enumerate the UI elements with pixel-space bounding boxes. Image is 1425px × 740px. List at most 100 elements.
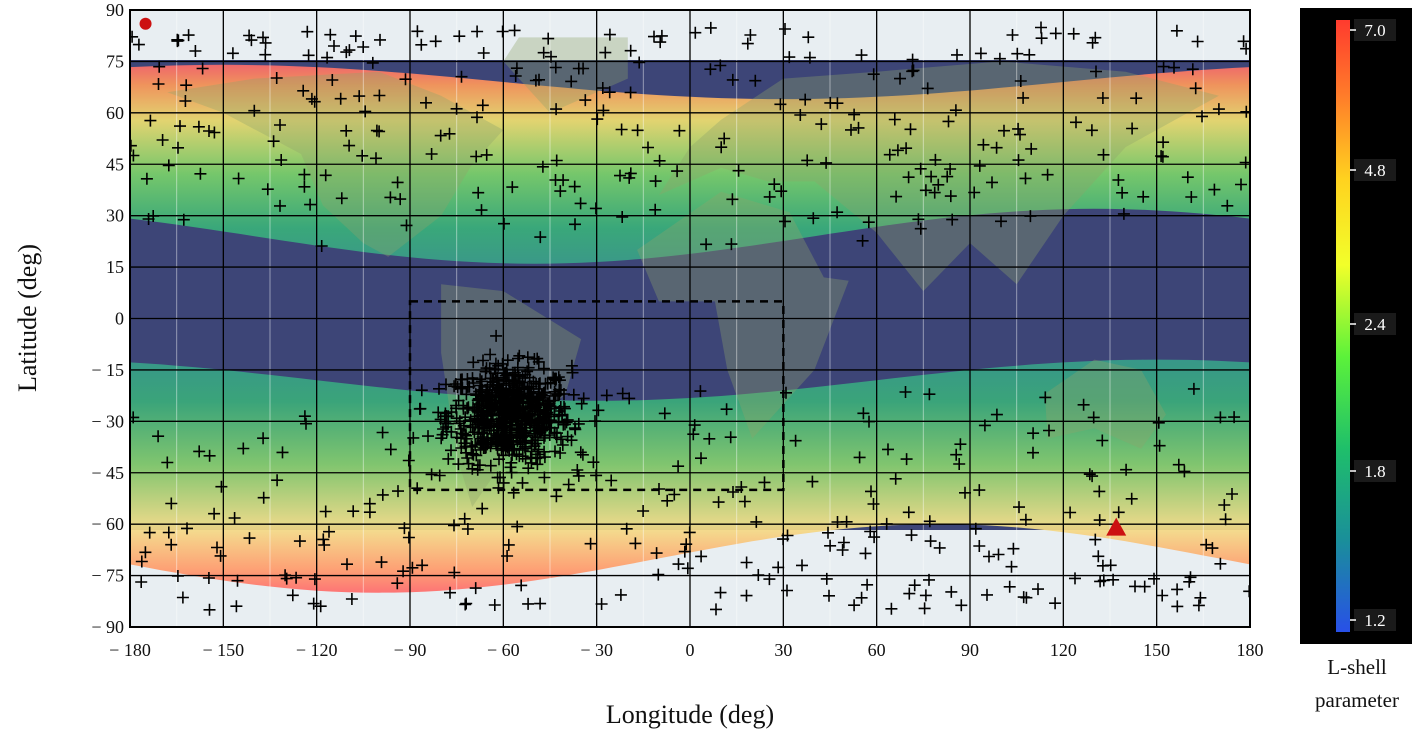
event-cross bbox=[139, 546, 152, 559]
event-cross bbox=[461, 523, 474, 535]
colorbar-tick-bg bbox=[1354, 313, 1396, 335]
event-cross bbox=[498, 217, 510, 230]
event-cross bbox=[492, 423, 505, 436]
event-cross bbox=[484, 348, 497, 361]
event-cross bbox=[624, 167, 637, 180]
event-cross bbox=[1194, 591, 1207, 604]
event-cross bbox=[458, 512, 471, 525]
event-cross bbox=[981, 588, 993, 601]
event-cross bbox=[540, 408, 553, 421]
event-cross bbox=[969, 522, 982, 535]
event-cross bbox=[443, 127, 456, 140]
event-cross bbox=[1157, 60, 1170, 73]
event-cross bbox=[375, 556, 388, 569]
event-cross bbox=[1120, 463, 1133, 476]
event-cross bbox=[577, 62, 590, 75]
event-cross bbox=[475, 391, 487, 404]
event-cross bbox=[574, 197, 587, 210]
event-cross bbox=[794, 109, 807, 121]
event-cross bbox=[603, 86, 616, 99]
x-tick-label: 150 bbox=[1143, 640, 1170, 660]
event-cross bbox=[302, 49, 315, 62]
event-cross bbox=[363, 506, 376, 519]
event-cross bbox=[496, 384, 508, 397]
event-cross bbox=[1086, 36, 1099, 49]
event-cross bbox=[376, 426, 389, 439]
event-cross bbox=[1012, 122, 1025, 135]
event-cross bbox=[779, 23, 791, 35]
event-cross bbox=[357, 41, 370, 53]
event-cross bbox=[507, 442, 520, 455]
event-cross bbox=[649, 175, 662, 188]
event-cross bbox=[867, 68, 880, 81]
event-cross bbox=[415, 38, 428, 51]
event-cross bbox=[374, 33, 386, 46]
event-cross bbox=[467, 448, 480, 461]
event-cross bbox=[1148, 572, 1160, 585]
event-cross bbox=[1087, 411, 1100, 424]
event-cross bbox=[475, 204, 488, 217]
event-cross bbox=[298, 180, 311, 193]
event-cross bbox=[156, 134, 169, 146]
event-cross bbox=[271, 474, 284, 487]
event-cross bbox=[768, 178, 781, 191]
map-plot-area bbox=[130, 10, 1250, 627]
event-cross bbox=[848, 108, 861, 121]
event-cross bbox=[1228, 411, 1241, 424]
event-cross bbox=[498, 439, 511, 452]
continents-layer bbox=[167, 37, 1219, 507]
event-cross bbox=[161, 456, 174, 469]
event-cross bbox=[1219, 513, 1232, 526]
event-cross bbox=[865, 485, 877, 498]
event-cross bbox=[905, 529, 918, 542]
event-cross bbox=[959, 486, 971, 499]
event-cross bbox=[1191, 35, 1204, 48]
event-cross bbox=[577, 392, 590, 405]
plot-frame bbox=[129, 9, 1251, 628]
event-cross bbox=[615, 123, 628, 136]
event-cross bbox=[534, 231, 547, 244]
event-cross bbox=[973, 159, 986, 172]
event-cross bbox=[398, 522, 411, 535]
event-cross bbox=[275, 154, 288, 166]
y-tick-label: 90 bbox=[106, 0, 124, 20]
event-cross bbox=[496, 25, 509, 38]
event-cross bbox=[519, 452, 532, 465]
event-cross bbox=[491, 471, 504, 484]
event-cross bbox=[305, 92, 318, 105]
event-cross bbox=[497, 449, 510, 462]
event-cross bbox=[907, 64, 920, 77]
event-cross bbox=[324, 28, 337, 41]
event-cross bbox=[1019, 172, 1032, 185]
event-cross bbox=[1019, 513, 1032, 526]
event-cross bbox=[510, 448, 523, 461]
event-cross bbox=[445, 425, 458, 438]
event-cross bbox=[466, 372, 479, 385]
event-cross bbox=[460, 597, 473, 610]
event-cross bbox=[521, 351, 534, 364]
event-cross bbox=[531, 434, 544, 447]
event-cross bbox=[1189, 82, 1202, 95]
event-cross bbox=[497, 476, 510, 489]
event-cross bbox=[538, 471, 551, 484]
event-markers bbox=[130, 21, 1250, 616]
event-cross bbox=[162, 526, 175, 539]
event-cross bbox=[356, 149, 369, 162]
event-cross bbox=[130, 411, 140, 424]
event-cross bbox=[466, 462, 479, 475]
event-cross bbox=[142, 213, 155, 225]
event-cross bbox=[248, 104, 261, 117]
event-cross bbox=[642, 141, 654, 154]
event-cross bbox=[518, 425, 531, 437]
event-cross bbox=[616, 211, 629, 223]
event-cross bbox=[932, 178, 945, 191]
event-cross bbox=[230, 600, 243, 613]
event-cross bbox=[624, 86, 637, 99]
event-cross bbox=[589, 415, 601, 428]
event-cross bbox=[998, 124, 1010, 137]
event-cross bbox=[237, 442, 250, 455]
x-tick-label: − 150 bbox=[203, 640, 245, 660]
event-cross bbox=[556, 408, 569, 421]
event-cross bbox=[370, 152, 382, 165]
event-cross bbox=[466, 447, 479, 460]
